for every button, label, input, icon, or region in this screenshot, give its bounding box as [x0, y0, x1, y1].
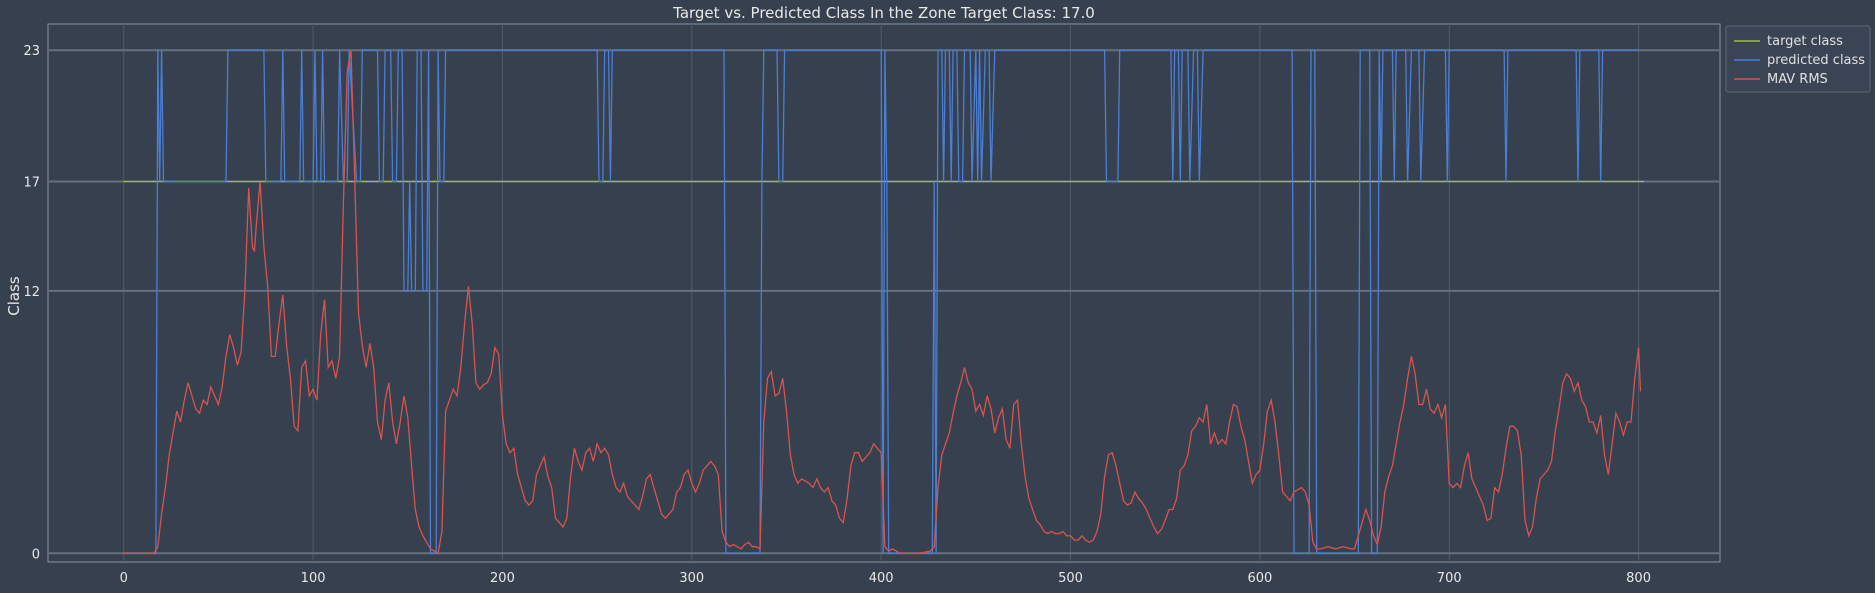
series-layer [123, 49, 1645, 555]
y-axis-label: Class [5, 276, 23, 316]
x-tick-label: 800 [1626, 571, 1651, 586]
legend-label-predicted: predicted class [1767, 53, 1865, 68]
legend-label-rms: MAV RMS [1767, 72, 1828, 87]
x-tick-label: 700 [1437, 571, 1462, 586]
y-tick-label: 17 [23, 175, 40, 190]
x-tick-label: 500 [1058, 571, 1083, 586]
x-tick-label: 600 [1247, 571, 1272, 586]
x-tick-label: 100 [301, 571, 326, 586]
legend-box [1725, 25, 1871, 93]
mav-rms-line [123, 50, 1642, 555]
chart-title: Target vs. Predicted Class In the Zone T… [672, 4, 1095, 22]
legend-label-target: target class [1767, 34, 1843, 49]
x-tick-label: 400 [869, 571, 894, 586]
x-tick-label: 0 [120, 571, 128, 586]
x-tick-label: 300 [679, 571, 704, 586]
y-tick-label: 12 [23, 285, 40, 300]
x-tick-label: 200 [490, 571, 515, 586]
ticks: 0 100 200 300 400 500 600 700 800 0 12 17 23 [23, 44, 1651, 586]
y-tick-label: 0 [32, 547, 40, 562]
legend: target class predicted class MAV RMS [1725, 25, 1871, 93]
y-tick-label: 23 [23, 44, 40, 59]
